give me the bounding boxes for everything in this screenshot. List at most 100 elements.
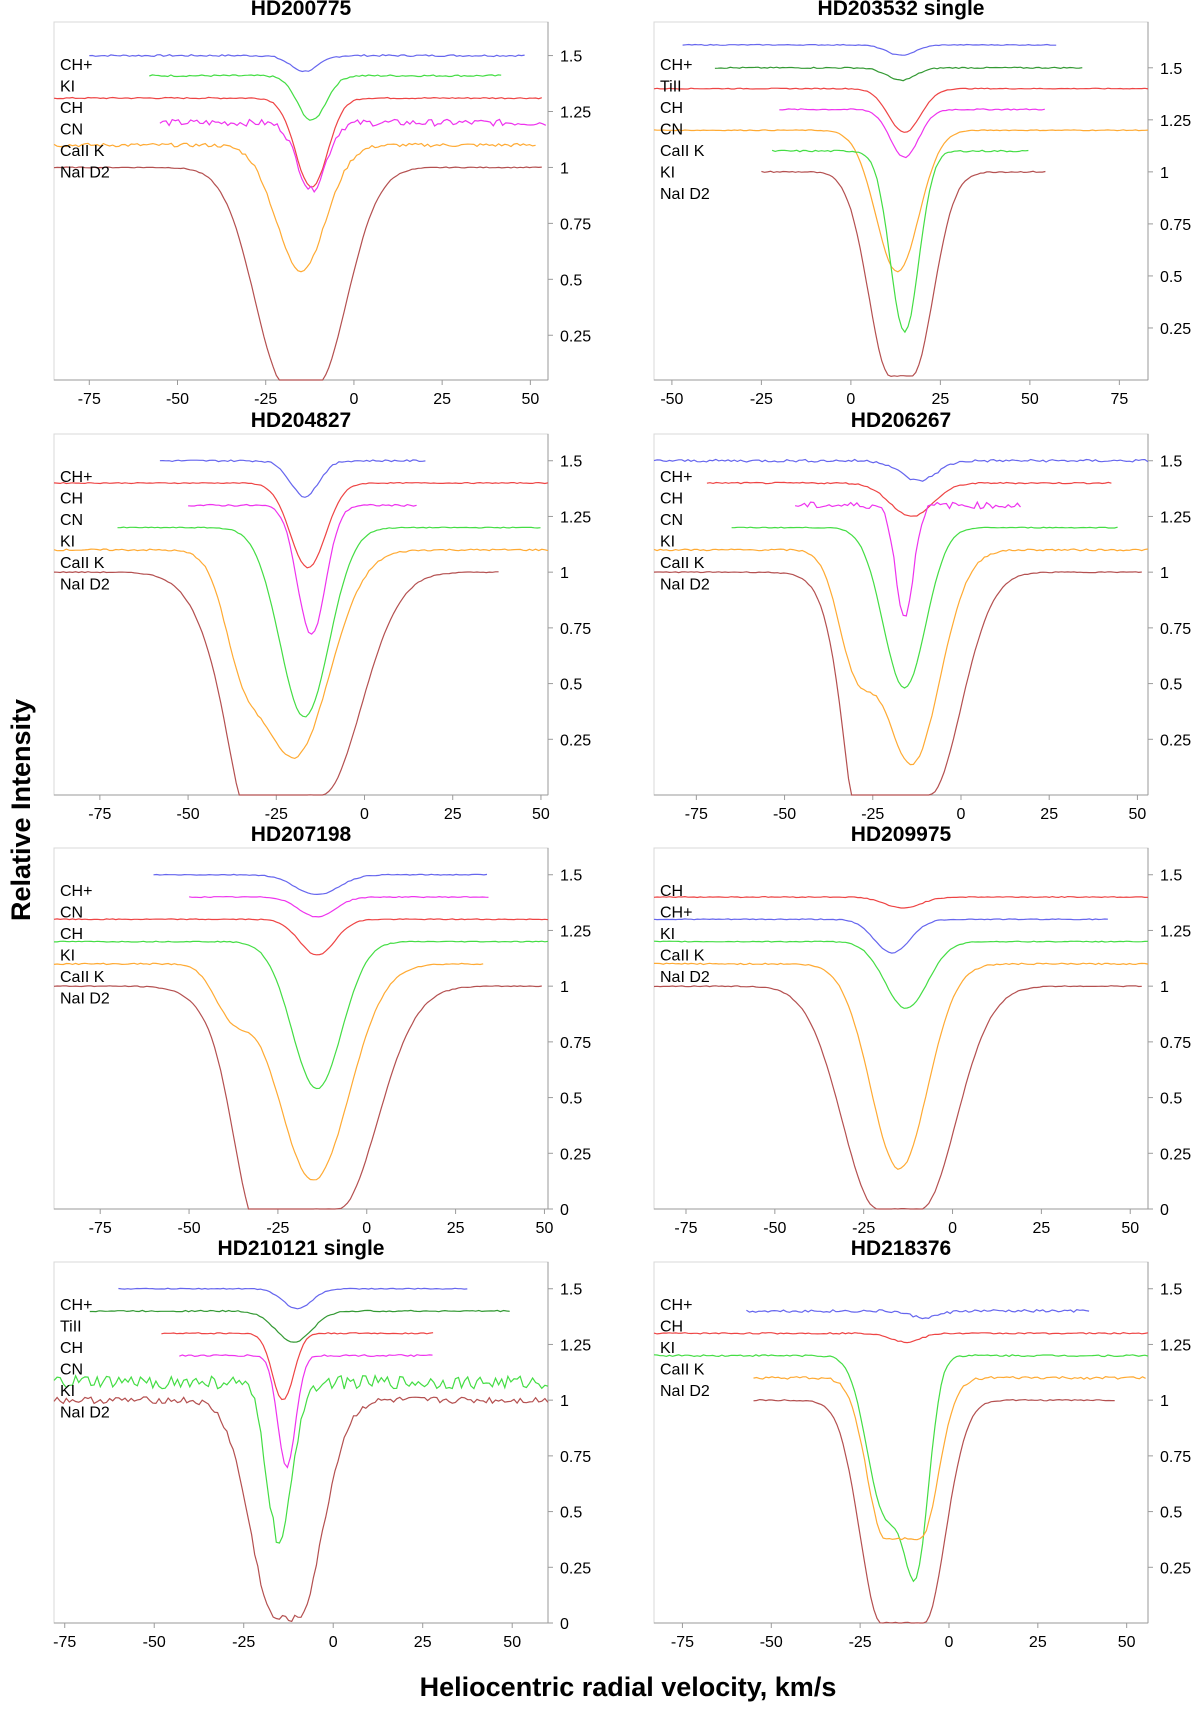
y-tick-label: 1 (1160, 979, 1169, 996)
species-label: CN (60, 512, 83, 529)
species-label: NaI D2 (660, 969, 710, 986)
series-line-ki (53, 1374, 549, 1544)
species-label: CH+ (660, 1297, 692, 1314)
x-tick-label: 0 (362, 1220, 371, 1237)
species-label: CH+ (60, 57, 92, 74)
species-label: CH (660, 1319, 683, 1336)
y-tick-label: 1.25 (560, 1337, 591, 1354)
global-x-axis-label: Heliocentric radial velocity, km/s (420, 1672, 837, 1702)
panel-5: HD207198 -75 -50 -25 0 25 50 0 0.25 0.5 0.75 1 1.25 1… (53, 823, 591, 1237)
y-tick-label: 0.25 (1160, 1146, 1191, 1163)
y-tick-label: 1.5 (560, 454, 582, 471)
species-label: TiII (60, 1319, 82, 1336)
plot-frame (653, 1261, 1149, 1624)
species-label: KI (660, 534, 675, 551)
x-tick-label: -25 (232, 1634, 255, 1651)
x-tick-label: 25 (447, 1220, 465, 1237)
species-label: KI (660, 926, 675, 943)
species-label: CN (660, 122, 683, 139)
x-tick-label: -75 (78, 391, 101, 408)
x-tick-label: 0 (948, 1220, 957, 1237)
y-tick-label: 0 (560, 1616, 569, 1633)
species-label: NaI D2 (60, 1405, 110, 1422)
x-tick-label: -25 (852, 1220, 875, 1237)
y-tick-label: 1 (1160, 165, 1169, 182)
x-tick-label: -25 (254, 391, 277, 408)
panel-title: HD209975 (851, 823, 952, 846)
series-line-nai-d2 (653, 571, 1142, 796)
series-line-ki (653, 940, 1149, 1009)
y-tick-label: 1.25 (560, 105, 591, 122)
y-tick-label: 1.5 (1160, 61, 1182, 78)
series-line-nai-d2 (753, 1398, 1115, 1624)
y-tick-label: 0.75 (1160, 1035, 1191, 1052)
species-label: CN (60, 1362, 83, 1379)
y-tick-label: 0.75 (560, 1035, 591, 1052)
series-line-ch (653, 895, 1149, 909)
y-tick-label: 0.5 (560, 1091, 582, 1108)
x-tick-label: 75 (1110, 391, 1128, 408)
species-label: CaII K (660, 948, 705, 965)
series-line-ch- (653, 458, 1149, 482)
series-line-ki (653, 1354, 1149, 1583)
series-line-cn (779, 108, 1045, 159)
x-tick-label: 50 (532, 806, 550, 823)
series-line-ki (149, 74, 502, 121)
species-label: NaI D2 (660, 186, 710, 203)
y-tick-label: 0.75 (1160, 217, 1191, 234)
x-tick-label: -75 (671, 1634, 694, 1651)
species-label: KI (660, 1340, 675, 1357)
panel-7: HD210121 single -75 -50 -25 0 25 50 0 0.25 0.5 0.7… (53, 1237, 591, 1651)
x-tick-label: 25 (414, 1634, 432, 1651)
panel-title: HD206267 (851, 409, 951, 432)
species-label: NaI D2 (60, 991, 110, 1008)
x-tick-label: 50 (1021, 391, 1039, 408)
series-line-ch- (682, 43, 1057, 56)
series-line-nai-d2 (653, 985, 1142, 1210)
series-line-ch- (159, 459, 426, 498)
x-tick-label: 50 (503, 1634, 521, 1651)
x-tick-label: 0 (846, 391, 855, 408)
species-label: KI (60, 79, 75, 96)
x-tick-label: -25 (861, 806, 884, 823)
series-line-caii-k (653, 129, 1149, 273)
y-tick-label: 1.25 (1160, 1337, 1191, 1354)
y-tick-label: 0.75 (1160, 1449, 1191, 1466)
species-label: CH+ (60, 883, 92, 900)
species-label: CH+ (660, 469, 692, 486)
x-tick-label: -25 (266, 1220, 289, 1237)
x-tick-label: -50 (773, 806, 796, 823)
y-tick-label: 0.5 (560, 272, 582, 289)
series-line-cn (189, 895, 489, 918)
panel-8: HD218376 -75 -50 -25 0 25 50 0.25 0.5 0.75 1 1.25 1.… (653, 1237, 1191, 1651)
panel-4: HD206267 -75 -50 -25 0 25 50 0.25 0.5 0.75 1 1.25 1.… (653, 409, 1191, 823)
species-label: CN (660, 512, 683, 529)
series-line-caii-k (753, 1375, 1146, 1541)
y-tick-label: 1.25 (1160, 113, 1191, 130)
series-line-ch- (746, 1309, 1090, 1320)
species-label: NaI D2 (660, 577, 710, 594)
x-tick-label: 25 (1040, 806, 1058, 823)
y-tick-label: 0.5 (1160, 1091, 1182, 1108)
y-tick-label: 1.25 (560, 509, 591, 526)
y-tick-label: 1 (560, 1393, 569, 1410)
x-tick-label: -50 (763, 1220, 786, 1237)
species-label: CH (660, 100, 683, 117)
x-tick-label: -50 (660, 391, 683, 408)
series-line-ki (771, 149, 1029, 334)
panel-6: HD209975 -75 -50 -25 0 25 50 0 0.25 0.5 0.75 1 1.25 1… (653, 823, 1191, 1237)
x-tick-label: -75 (88, 806, 111, 823)
species-label: CH (660, 883, 683, 900)
x-tick-label: 25 (931, 391, 949, 408)
x-tick-label: -25 (750, 391, 773, 408)
species-label: CaII K (660, 143, 705, 160)
y-tick-label: 0.5 (1160, 677, 1182, 694)
series-line-nai-d2 (53, 166, 542, 381)
species-label: KI (60, 534, 75, 551)
series-line-ki (54, 940, 549, 1090)
series-line-ch (53, 96, 542, 188)
series-line-ki (117, 526, 541, 718)
y-tick-label: 1.5 (560, 49, 582, 66)
species-label: CH (660, 491, 683, 508)
